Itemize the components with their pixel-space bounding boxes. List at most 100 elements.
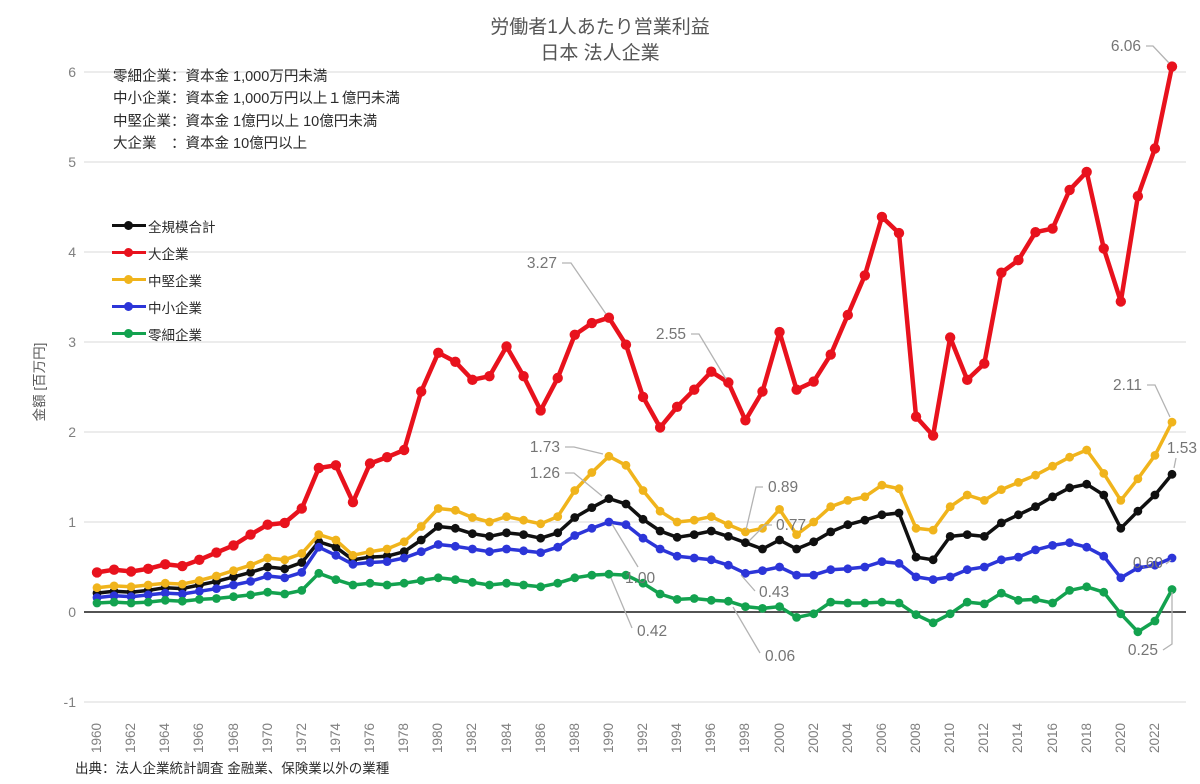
data-point	[655, 544, 665, 554]
data-point	[416, 386, 427, 397]
data-point	[246, 590, 255, 600]
data-point	[758, 566, 767, 575]
data-point	[638, 486, 648, 495]
data-point	[826, 597, 836, 607]
data-point	[792, 544, 802, 554]
data-point	[433, 347, 444, 358]
data-point	[723, 596, 733, 606]
annotation-value: 6.06	[1111, 38, 1141, 55]
data-point	[382, 580, 392, 590]
data-point	[194, 586, 204, 596]
data-point	[979, 562, 989, 572]
data-point	[297, 568, 307, 577]
data-point	[331, 535, 341, 545]
x-tick-label: 1976	[362, 722, 378, 753]
data-point	[996, 485, 1006, 494]
data-point	[1116, 609, 1126, 619]
data-point	[706, 526, 716, 536]
annotation-leader	[740, 574, 756, 592]
source-note: 出典：法人企業統計調査 金融業、保険業以外の業種	[75, 761, 390, 776]
data-point	[194, 576, 204, 585]
data-point	[467, 544, 477, 554]
data-point	[706, 512, 716, 521]
data-point	[347, 497, 359, 508]
data-point	[1099, 587, 1109, 597]
series-line-small	[95, 520, 1174, 600]
data-point	[433, 504, 443, 513]
data-point	[859, 270, 871, 281]
data-point	[604, 494, 614, 503]
x-tick-label: 2000	[771, 722, 787, 753]
data-point	[519, 515, 528, 525]
data-point	[1031, 470, 1040, 480]
data-point	[792, 530, 802, 539]
data-point	[212, 584, 221, 593]
data-point	[860, 515, 870, 525]
data-point	[877, 557, 887, 566]
data-point	[792, 570, 802, 580]
data-point	[826, 565, 836, 575]
data-point	[962, 597, 972, 607]
data-point	[177, 560, 188, 572]
data-point	[433, 540, 443, 549]
annotation-leader	[562, 262, 607, 315]
data-point	[1099, 551, 1109, 561]
x-tick-label: 1992	[635, 722, 651, 753]
data-point	[1166, 61, 1178, 72]
data-point	[672, 551, 682, 561]
data-point	[1167, 417, 1177, 427]
data-point	[723, 560, 733, 570]
data-point	[570, 531, 580, 540]
data-point	[109, 591, 119, 601]
annotation-value: 0.06	[765, 648, 795, 665]
data-point	[553, 578, 563, 588]
data-point	[945, 502, 955, 512]
data-point	[433, 522, 443, 531]
data-point	[741, 527, 750, 537]
data-point	[280, 589, 290, 599]
legend-label: 零細企業	[148, 327, 202, 343]
data-point	[364, 458, 376, 469]
data-point	[945, 532, 955, 541]
data-point	[143, 590, 153, 600]
data-point	[1116, 496, 1126, 505]
data-point	[655, 526, 665, 536]
data-point	[1167, 469, 1177, 479]
data-point	[519, 546, 528, 556]
data-point	[399, 553, 409, 563]
annotation-leader	[610, 577, 633, 629]
y-tick-label: 3	[68, 334, 76, 350]
annotation-value: 2.55	[656, 326, 686, 343]
data-point	[654, 422, 666, 433]
data-point	[1014, 478, 1023, 487]
data-point	[160, 559, 171, 570]
x-tick-label: 2008	[908, 722, 924, 753]
data-point	[741, 538, 750, 548]
data-point	[689, 515, 699, 525]
data-point	[467, 529, 477, 539]
legend-item-large: 大企業	[112, 239, 216, 266]
data-point	[809, 570, 819, 580]
x-tick-label: 2014	[1010, 722, 1026, 753]
data-point	[809, 517, 819, 527]
x-tick-label: 1990	[600, 722, 616, 753]
data-point	[381, 452, 393, 463]
y-tick-label: 2	[68, 424, 76, 440]
data-point	[843, 564, 853, 574]
data-point	[979, 358, 990, 369]
data-point	[501, 341, 512, 352]
data-point	[945, 609, 955, 619]
annotation-leader	[1162, 592, 1173, 651]
series-line-medium	[95, 420, 1174, 590]
data-point	[1149, 143, 1161, 154]
data-point	[1099, 490, 1109, 500]
data-point	[331, 575, 341, 584]
data-point	[928, 555, 938, 565]
data-point	[177, 596, 187, 606]
data-point	[450, 505, 460, 515]
data-point	[894, 484, 904, 494]
data-point	[485, 547, 494, 557]
x-tick-label: 1962	[123, 722, 139, 753]
